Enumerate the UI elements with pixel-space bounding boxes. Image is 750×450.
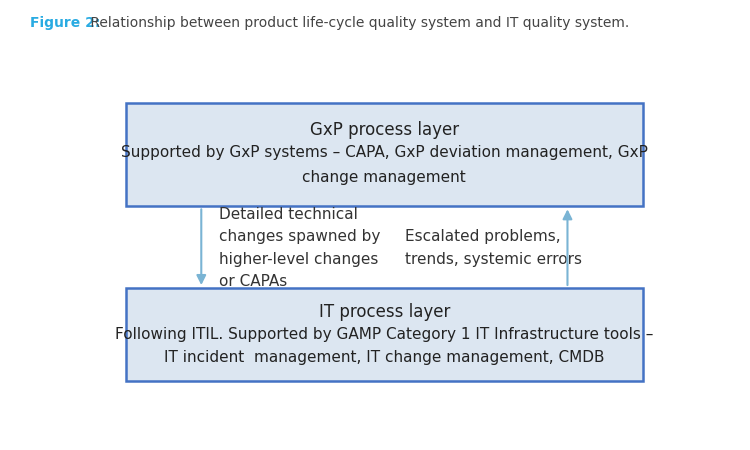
FancyBboxPatch shape [126,288,643,382]
Text: IT process layer: IT process layer [319,303,450,321]
Text: Escalated problems,
trends, systemic errors: Escalated problems, trends, systemic err… [405,230,582,267]
Text: IT incident  management, IT change management, CMDB: IT incident management, IT change manage… [164,350,604,365]
FancyBboxPatch shape [126,103,643,207]
Text: Relationship between product life-cycle quality system and IT quality system.: Relationship between product life-cycle … [86,16,629,30]
Text: Detailed technical
changes spawned by
higher-level changes
or CAPAs: Detailed technical changes spawned by hi… [219,207,380,289]
Text: GxP process layer: GxP process layer [310,121,459,139]
Text: Supported by GxP systems – CAPA, GxP deviation management, GxP: Supported by GxP systems – CAPA, GxP dev… [121,145,648,160]
Text: Following ITIL. Supported by GAMP Category 1 IT Infrastructure tools –: Following ITIL. Supported by GAMP Catego… [116,327,653,342]
Text: change management: change management [302,170,466,184]
Text: Figure 2:: Figure 2: [30,16,100,30]
